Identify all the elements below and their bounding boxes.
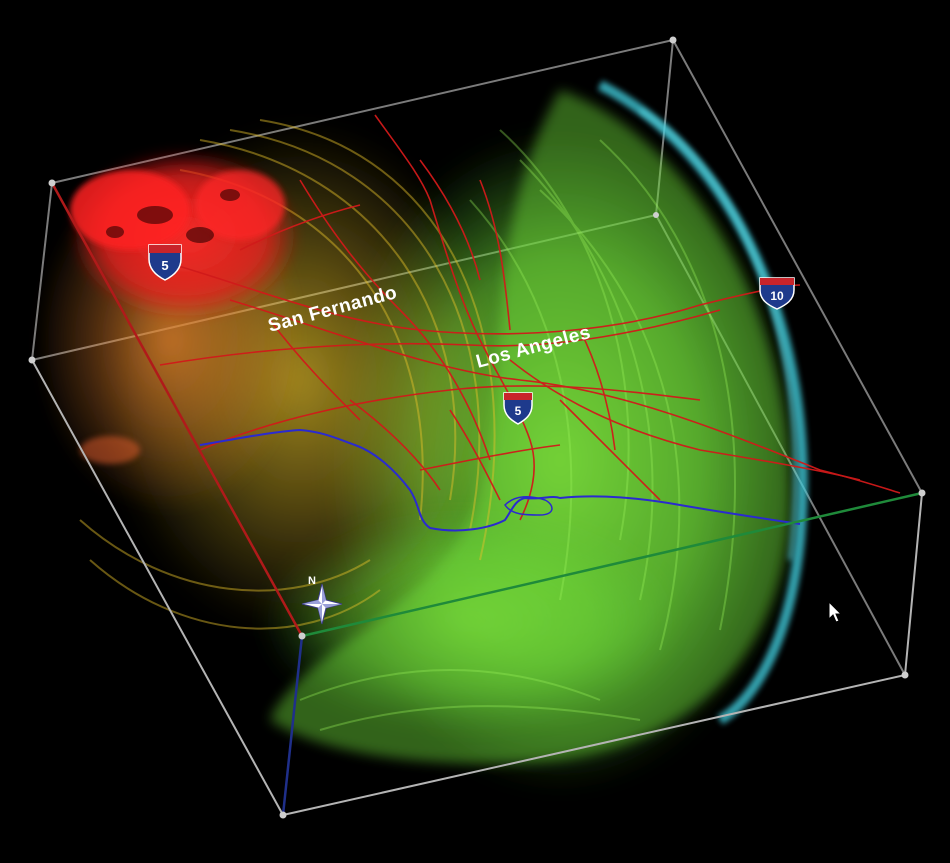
bounding-box-corners <box>28 36 926 819</box>
interstate-shield-i10: 10 <box>759 277 795 310</box>
harbor-outline <box>504 495 553 516</box>
north-compass-icon: N <box>301 575 343 625</box>
interstate-shield-i5-north: 5 <box>148 244 182 281</box>
svg-text:5: 5 <box>161 258 168 273</box>
svg-text:10: 10 <box>770 289 784 303</box>
coastline <box>199 428 801 532</box>
bounding-box-front-edges <box>31 182 923 816</box>
svg-text:5: 5 <box>515 404 522 418</box>
interstate-shield-i5-central: 5 <box>503 392 533 425</box>
road-network <box>159 114 901 521</box>
mouse-pointer-icon <box>828 600 843 623</box>
svg-text:N: N <box>308 575 316 587</box>
seismic-wave-field <box>35 80 808 790</box>
